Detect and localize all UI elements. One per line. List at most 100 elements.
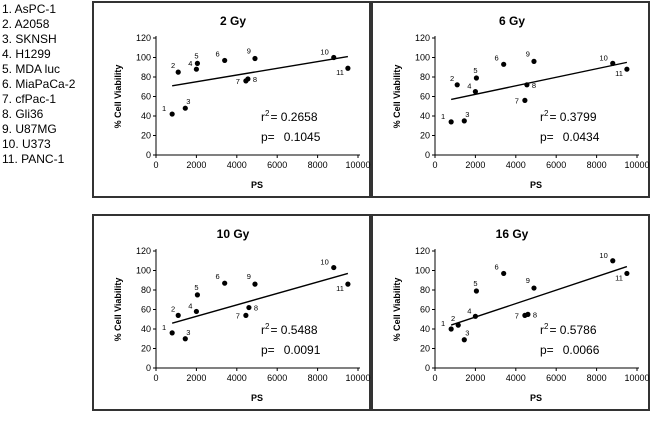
x-axis-label: PS: [530, 393, 542, 403]
data-point: [461, 337, 467, 343]
r-squared-annotation: r2= 0.5488: [261, 322, 318, 337]
p-value-annotation: p= 0.0066: [540, 343, 600, 357]
y-tick-label: 20: [141, 131, 151, 141]
data-point-label: 10: [599, 251, 607, 260]
data-point: [531, 58, 537, 64]
data-point-label: 7: [236, 77, 240, 86]
x-tick-label: 8000: [587, 373, 607, 383]
data-point: [182, 105, 188, 111]
data-point-label: 10: [320, 48, 328, 57]
legend-item: 1. AsPC-1: [2, 2, 57, 16]
data-point-label: 2: [451, 314, 455, 323]
data-point-label: 9: [247, 272, 251, 281]
y-axis-label: % Cell Viability: [113, 278, 123, 342]
p-value-annotation: p= 0.1045: [261, 130, 321, 144]
r-squared-exponent: 2: [544, 322, 549, 331]
x-tick-label: 10000: [345, 373, 370, 383]
x-tick-label: 4000: [506, 373, 526, 383]
y-tick-label: 120: [415, 33, 430, 43]
data-point: [524, 82, 530, 88]
data-point-label: 4: [188, 59, 192, 68]
p-value-annotation: p= 0.0434: [540, 130, 600, 144]
x-axis-label: PS: [251, 393, 263, 403]
legend-item: 2. A2058: [2, 17, 50, 31]
chart-panel-2gy: 2 Gy 0 20 40 60 80 100 120 0 2000 4000 6000 8000 1000…: [92, 1, 371, 198]
chart-2gy: 2 Gy 0 20 40 60 80 100 120 0 2000 4000 6000 8000 1000…: [113, 14, 371, 190]
y-tick-label: 60: [420, 305, 430, 315]
x-tick-label: 2000: [186, 160, 206, 170]
data-point-label: 1: [162, 323, 166, 332]
regression-line: [450, 265, 628, 326]
data-point: [331, 264, 337, 271]
data-point-label: 11: [615, 69, 623, 78]
data-point: [345, 281, 351, 287]
r-squared-symbol: r: [261, 323, 265, 337]
data-point-label: 7: [236, 311, 240, 320]
data-point-label: 2: [171, 304, 175, 313]
x-tick-label: 6000: [546, 160, 566, 170]
chart-panel-16gy: 16 Gy 0 20 40 60 80 100 120 0 2000 4000 6000 8000 100…: [371, 214, 650, 411]
legend-item: 4. H1299: [2, 47, 51, 61]
y-tick-label: 0: [146, 150, 151, 160]
y-tick-label: 60: [420, 92, 430, 102]
data-point-label: 8: [533, 310, 537, 319]
regression-line: [171, 272, 349, 324]
data-point-label: 7: [515, 96, 519, 105]
r-squared-value: = 0.3799: [549, 110, 596, 124]
data-point: [175, 69, 181, 75]
x-tick-label: 6000: [546, 373, 566, 383]
data-point: [245, 76, 251, 82]
x-axis-label: PS: [530, 180, 542, 190]
legend-item: 7. cfPac-1: [2, 92, 57, 106]
data-point: [472, 313, 478, 319]
r-squared-value: = 0.5786: [549, 323, 596, 337]
y-tick-label: 40: [420, 324, 430, 334]
data-point: [246, 304, 252, 311]
y-tick-label: 0: [146, 363, 151, 373]
chart-panel-6gy: 6 Gy 0 20 40 60 80 100 120 0 2000 4000 6000 8000 1000…: [371, 1, 650, 198]
y-tick-label: 40: [141, 111, 151, 121]
y-tick-label: 20: [420, 131, 430, 141]
x-tick-label: 10000: [624, 373, 649, 383]
data-point-label: 1: [162, 104, 166, 113]
r-squared-symbol: r: [261, 110, 265, 124]
data-point-label: 6: [216, 272, 220, 281]
data-point: [525, 311, 531, 317]
data-point-label: 3: [186, 97, 190, 106]
y-tick-label: 20: [141, 344, 151, 354]
chart-title: 2 Gy: [220, 14, 246, 28]
y-tick-label: 120: [415, 246, 430, 256]
x-tick-label: 0: [153, 373, 158, 383]
x-tick-label: 0: [432, 160, 437, 170]
data-point: [222, 57, 228, 64]
legend-item: 3. SKNSH: [2, 32, 57, 46]
data-point-label: 4: [467, 306, 471, 315]
data-point: [461, 118, 467, 124]
data-point: [610, 60, 616, 66]
y-tick-label: 60: [141, 305, 151, 315]
data-point: [331, 54, 337, 61]
data-point-label: 6: [495, 53, 499, 62]
p-value-symbol: p=: [540, 343, 554, 357]
data-point: [194, 292, 201, 298]
data-point: [624, 66, 630, 72]
x-tick-label: 10000: [624, 160, 649, 170]
data-point: [193, 308, 199, 315]
x-tick-label: 8000: [587, 160, 607, 170]
data-point-label: 4: [188, 301, 192, 310]
x-tick-label: 2000: [186, 373, 206, 383]
legend-item: 9. U87MG: [2, 122, 57, 136]
data-point: [222, 280, 228, 286]
data-point: [610, 258, 616, 264]
r-squared-annotation: r2= 0.3799: [540, 109, 597, 124]
r-squared-value: = 0.2658: [270, 110, 317, 124]
x-tick-label: 0: [432, 373, 437, 383]
x-tick-label: 6000: [267, 373, 287, 383]
r-squared-symbol: r: [540, 323, 544, 337]
x-tick-label: 8000: [308, 373, 328, 383]
p-value-number: 0.0434: [563, 130, 600, 144]
data-point: [624, 270, 630, 277]
data-point: [169, 111, 175, 117]
x-tick-label: 0: [153, 160, 158, 170]
data-point: [522, 97, 528, 103]
